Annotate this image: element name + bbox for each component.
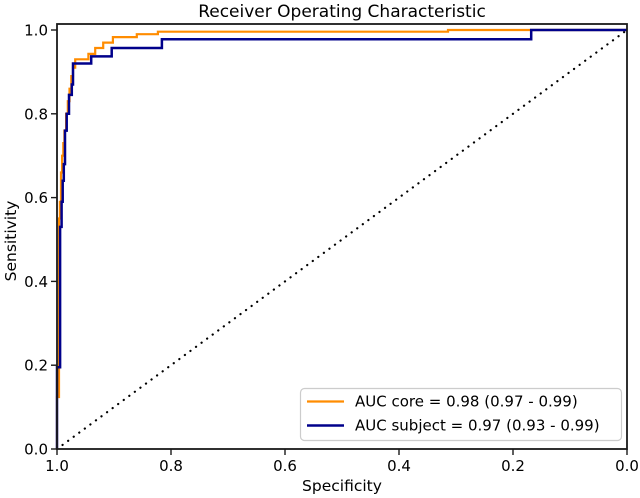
y-tick-label: 0.4 — [24, 273, 48, 291]
x-tick-label: 0.0 — [615, 457, 639, 475]
chart-title: Receiver Operating Characteristic — [198, 2, 486, 22]
y-axis-label: Sensitivity — [2, 201, 20, 282]
y-tick-label: 0.8 — [24, 105, 48, 123]
legend-label-core: AUC core = 0.98 (0.97 - 0.99) — [355, 393, 578, 411]
x-axis-label: Specificity — [302, 477, 382, 495]
y-tick-label: 1.0 — [24, 22, 48, 40]
x-tick-label: 0.6 — [273, 457, 297, 475]
x-tick-label: 0.4 — [387, 457, 411, 475]
chance-diagonal — [55, 28, 629, 451]
y-tick-label: 0.2 — [24, 357, 48, 375]
plot-area: 1.0 0.8 0.6 0.4 0.2 0.0 0.0 0.2 0.4 0.6 0.8 1.0 AUC … — [24, 22, 639, 476]
legend-label-subject: AUC subject = 0.97 (0.93 - 0.99) — [355, 417, 600, 435]
y-tick-label: 0.6 — [24, 189, 48, 207]
x-tick-label: 1.0 — [45, 457, 69, 475]
y-tick-label: 0.0 — [24, 441, 48, 459]
x-tick-label: 0.2 — [501, 457, 525, 475]
axes-spines — [56, 23, 628, 450]
roc-curve-subject — [55, 28, 627, 449]
x-tick-label: 0.8 — [159, 457, 183, 475]
legend-box — [299, 387, 623, 442]
